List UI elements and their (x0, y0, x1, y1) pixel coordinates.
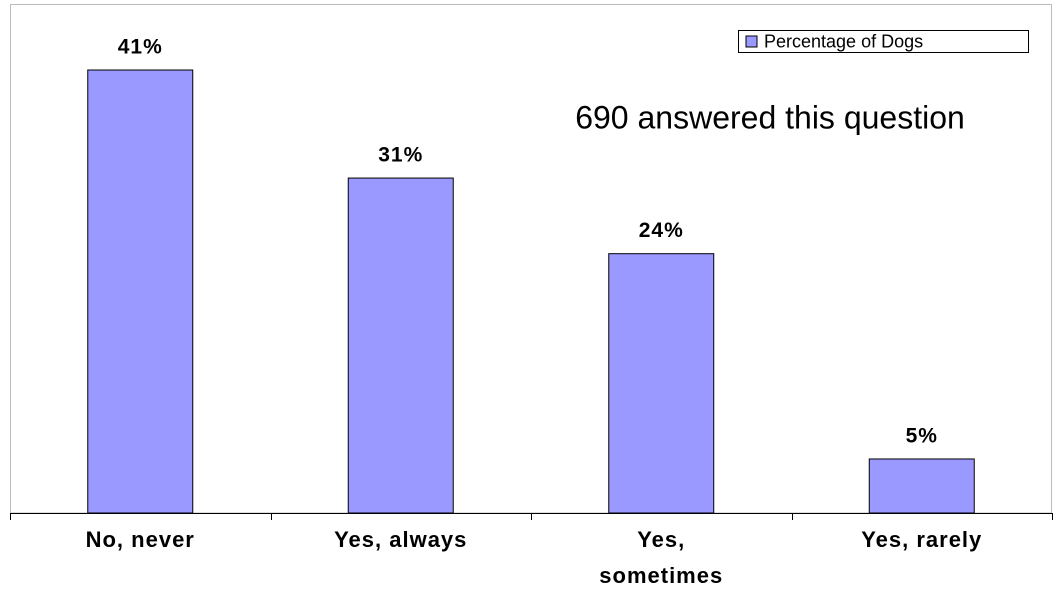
bar (608, 253, 715, 514)
x-tick-label: Yes, always (334, 527, 468, 552)
legend-label: Percentage of Dogs (764, 31, 923, 51)
value-label: 24% (639, 219, 684, 242)
legend-box (738, 30, 1029, 53)
bar (347, 177, 454, 514)
annotation: 690 answered this question (575, 99, 965, 135)
bar (87, 69, 194, 514)
legend-swatch (745, 35, 758, 48)
value-label: 41% (118, 36, 163, 59)
bar (868, 458, 975, 514)
value-label: 31% (378, 144, 423, 167)
x-tick-label: No, never (85, 527, 195, 552)
x-tick-label: Yes, rarely (861, 527, 983, 552)
value-label: 5% (906, 425, 938, 448)
x-tick-label: Yes, sometimes (599, 527, 724, 588)
